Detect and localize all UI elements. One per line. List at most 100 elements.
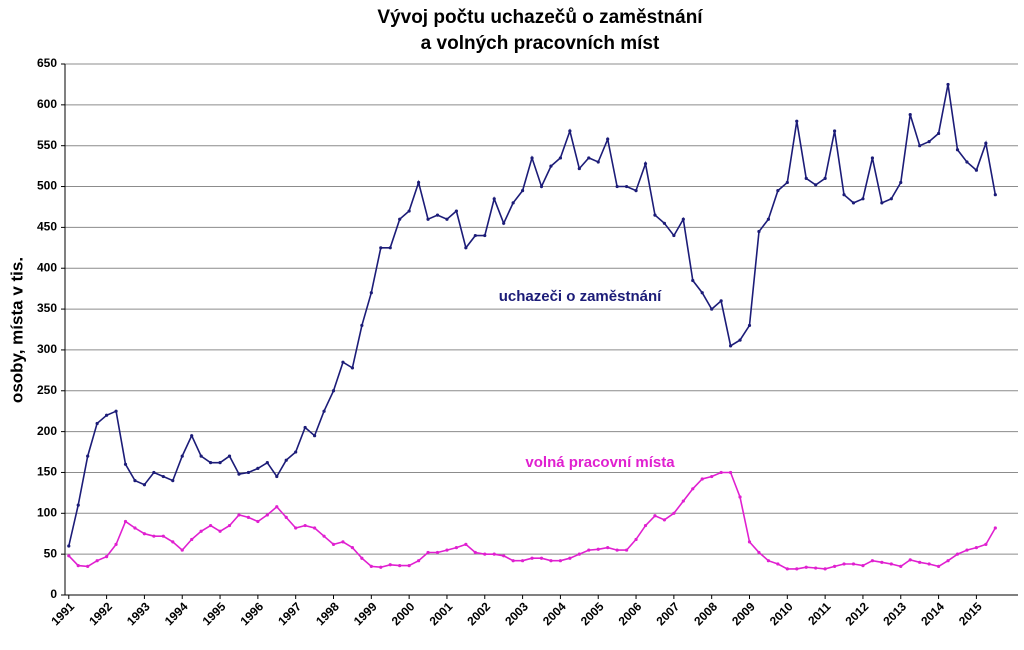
- point: [955, 552, 960, 556]
- point: [350, 546, 355, 550]
- y-tick-label: 450: [37, 220, 57, 234]
- point: [180, 548, 184, 552]
- point: [95, 421, 99, 426]
- y-tick-label: 550: [37, 138, 57, 152]
- point: [880, 201, 884, 205]
- point: [984, 542, 988, 546]
- point: [587, 156, 591, 160]
- point: [237, 513, 241, 517]
- point: [568, 556, 572, 560]
- point: [398, 217, 402, 221]
- point: [208, 461, 213, 465]
- y-tick-label: 400: [37, 260, 57, 274]
- point: [596, 160, 600, 164]
- y-tick-label: 0: [50, 587, 57, 601]
- x-tick-label: 1991: [48, 599, 77, 628]
- point: [615, 548, 619, 552]
- point: [294, 450, 298, 454]
- point: [549, 559, 553, 563]
- x-tick-label: 2007: [653, 599, 682, 628]
- point: [331, 389, 336, 393]
- point: [199, 454, 203, 458]
- point: [492, 197, 496, 201]
- point: [152, 534, 156, 538]
- x-tick-label: 2014: [918, 599, 947, 628]
- y-tick-label: 650: [37, 56, 57, 70]
- point: [350, 366, 355, 370]
- point: [208, 523, 213, 528]
- point: [67, 544, 71, 548]
- point: [643, 162, 648, 166]
- point: [539, 184, 544, 189]
- x-tick-label: 2006: [616, 599, 645, 628]
- point: [171, 540, 175, 544]
- x-tick-label: 2009: [729, 599, 758, 628]
- point: [766, 559, 771, 563]
- point: [653, 514, 657, 518]
- x-tick-label: 2010: [767, 599, 796, 628]
- x-tick-label: 1992: [86, 599, 115, 628]
- point: [388, 246, 392, 250]
- point: [520, 559, 525, 563]
- point: [303, 523, 307, 528]
- x-tick-label: 1999: [351, 599, 380, 628]
- x-tick-label: 1995: [200, 599, 229, 628]
- point: [539, 556, 544, 560]
- point: [823, 567, 827, 571]
- point: [814, 183, 818, 187]
- point: [530, 156, 534, 160]
- point: [710, 474, 714, 479]
- point: [341, 540, 345, 544]
- point: [587, 548, 591, 552]
- point: [936, 131, 941, 136]
- point: [993, 526, 997, 530]
- point: [672, 511, 676, 515]
- x-tick-label: 2012: [843, 599, 872, 628]
- x-tick-label: 2008: [691, 599, 720, 628]
- point: [246, 470, 251, 475]
- x-tick-label: 1996: [237, 599, 266, 628]
- point: [237, 472, 241, 476]
- point: [889, 197, 893, 201]
- point: [558, 559, 563, 563]
- y-tick-label: 50: [44, 546, 58, 560]
- point: [416, 180, 421, 185]
- point: [114, 409, 118, 413]
- point: [634, 537, 638, 542]
- point: [691, 487, 695, 491]
- point: [776, 562, 780, 566]
- y-tick-label: 100: [37, 505, 57, 519]
- point: [993, 193, 997, 197]
- point: [86, 454, 90, 458]
- point: [681, 217, 685, 221]
- point: [341, 360, 345, 364]
- point: [700, 477, 704, 481]
- point: [880, 560, 884, 564]
- point: [577, 166, 581, 171]
- point: [662, 221, 667, 225]
- point: [804, 176, 808, 180]
- point: [265, 461, 269, 465]
- point: [435, 213, 440, 217]
- y-tick-label: 600: [37, 97, 57, 111]
- point: [473, 550, 477, 555]
- point: [218, 529, 222, 533]
- point: [549, 164, 553, 168]
- point: [747, 323, 752, 328]
- point: [123, 519, 128, 524]
- point: [398, 563, 402, 568]
- point: [331, 542, 336, 546]
- point: [454, 546, 459, 550]
- point: [691, 278, 695, 283]
- y-axis-label: osoby, místa v tis.: [7, 257, 26, 403]
- x-tick-label: 2015: [956, 599, 985, 628]
- point: [634, 189, 638, 193]
- point: [861, 563, 865, 568]
- point: [643, 523, 648, 528]
- point: [681, 499, 685, 503]
- point: [899, 180, 903, 185]
- point: [76, 503, 80, 507]
- point: [984, 141, 988, 145]
- point: [710, 307, 714, 311]
- point: [123, 462, 128, 466]
